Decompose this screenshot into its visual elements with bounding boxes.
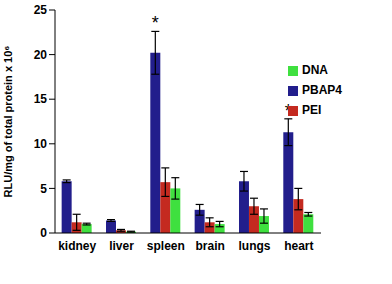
svg-text:5: 5 xyxy=(40,182,47,196)
svg-text:spleen: spleen xyxy=(147,239,185,253)
svg-text:25: 25 xyxy=(34,3,48,17)
svg-text:brain: brain xyxy=(195,239,224,253)
svg-text:*: * xyxy=(152,13,159,33)
html-text:DNA: DNA xyxy=(302,63,328,77)
svg-text:RLU/mg of total protein x 10⁶: RLU/mg of total protein x 10⁶ xyxy=(8,46,14,198)
svg-text:20: 20 xyxy=(34,48,48,62)
html-text:PBAP4: PBAP4 xyxy=(302,83,342,97)
svg-text:kidney: kidney xyxy=(58,239,96,253)
html-text:PEI: PEI xyxy=(302,103,322,117)
svg-text:liver: liver xyxy=(109,239,134,253)
svg-text:15: 15 xyxy=(34,92,48,106)
svg-text:10: 10 xyxy=(34,137,48,151)
svg-text:heart: heart xyxy=(284,239,313,253)
svg-text:lungs: lungs xyxy=(238,239,270,253)
svg-text:*: * xyxy=(285,101,292,121)
svg-text:0: 0 xyxy=(40,226,47,240)
